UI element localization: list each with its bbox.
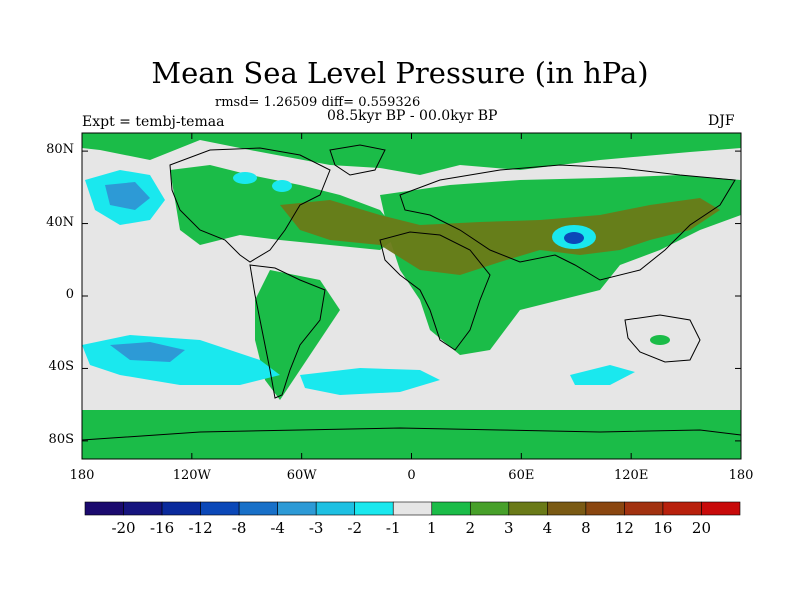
field-negative-npacific-core bbox=[105, 182, 150, 210]
colorbar-label: 2 bbox=[465, 519, 476, 537]
colorbar-box bbox=[585, 501, 625, 516]
lon-label: 120W bbox=[172, 468, 211, 483]
colorbar-box bbox=[431, 501, 471, 516]
coast-eurasia bbox=[399, 164, 736, 281]
lat-label: 80N bbox=[46, 142, 74, 158]
colorbar-label: -4 bbox=[270, 519, 285, 537]
map-field bbox=[82, 133, 741, 459]
colorbar-label: -3 bbox=[308, 519, 324, 537]
lat-label: 40N bbox=[46, 214, 74, 230]
colorbar-label: -12 bbox=[188, 519, 213, 537]
colorbar-box bbox=[277, 501, 317, 516]
colorbar-label: -20 bbox=[111, 519, 136, 537]
coast-africa bbox=[379, 231, 491, 351]
lon-label: 60W bbox=[286, 468, 317, 483]
colorbar-box bbox=[161, 501, 201, 516]
field-positive-south bbox=[82, 405, 741, 459]
colorbar-box bbox=[701, 501, 741, 516]
coast-south-america bbox=[249, 264, 326, 399]
colorbar-label: 8 bbox=[581, 519, 591, 537]
axis-ticks bbox=[81, 133, 742, 459]
colorbar-label: 12 bbox=[614, 519, 634, 537]
coast-australia bbox=[624, 314, 701, 363]
lon-label: 0 bbox=[407, 468, 416, 483]
colorbar-box bbox=[84, 501, 124, 516]
colorbar-box bbox=[547, 501, 587, 516]
lon-label: 180 bbox=[69, 468, 95, 483]
field-neutral-southbelt bbox=[82, 395, 741, 410]
period-text: 08.5kyr BP - 00.0kyr BP bbox=[327, 108, 498, 124]
coast-greenland bbox=[329, 144, 386, 176]
coast-north-america bbox=[169, 147, 331, 263]
colorbar-label: 3 bbox=[504, 519, 514, 537]
lon-label: 180 bbox=[728, 468, 754, 483]
field-positive-dark bbox=[280, 198, 720, 275]
field-negative-spacific-core bbox=[110, 342, 185, 362]
colorbar-label: -1 bbox=[385, 519, 401, 537]
coast-antarctica bbox=[82, 427, 741, 441]
colorbar-box bbox=[315, 501, 356, 516]
colorbar-label: -8 bbox=[231, 519, 247, 537]
colorbar-box bbox=[662, 501, 702, 516]
field-negative-himalaya-core bbox=[564, 232, 584, 244]
colorbar-label: -2 bbox=[347, 519, 363, 537]
colorbar-box bbox=[354, 501, 394, 516]
experiment-label: Expt = tembj-temaa bbox=[82, 114, 225, 130]
field-positive-samerica bbox=[255, 270, 340, 400]
colorbar-label: 4 bbox=[542, 519, 553, 537]
colorbar-label: -16 bbox=[149, 519, 175, 537]
colorbar-box bbox=[123, 501, 163, 516]
colorbar-box bbox=[392, 501, 433, 516]
colorbar-box bbox=[508, 501, 548, 516]
colorbar bbox=[84, 501, 741, 516]
field-negative-indian bbox=[570, 365, 635, 385]
season-label: DJF bbox=[708, 113, 735, 129]
colorbar-box bbox=[238, 501, 278, 516]
colorbar-box bbox=[469, 501, 510, 516]
lon-label: 120E bbox=[614, 468, 649, 483]
field-negative-canada bbox=[233, 172, 257, 184]
lon-label: 60E bbox=[508, 468, 535, 483]
colorbar-label: 20 bbox=[691, 519, 712, 537]
field-positive-north bbox=[82, 133, 741, 175]
lat-label: 80S bbox=[48, 431, 74, 447]
field-negative-satlantic bbox=[300, 368, 440, 395]
coastlines bbox=[82, 144, 741, 441]
colorbar-box bbox=[200, 501, 240, 516]
field-negative-hudson bbox=[272, 180, 292, 192]
lat-label: 40S bbox=[48, 359, 74, 375]
field-positive-australia bbox=[650, 335, 670, 345]
colorbar-label: 1 bbox=[426, 519, 437, 537]
lat-label: 0 bbox=[65, 287, 74, 302]
colorbar-box bbox=[624, 501, 664, 516]
stats-text: rmsd= 1.26509 diff= 0.559326 bbox=[215, 95, 421, 110]
plot-title: Mean Sea Level Pressure (in hPa) bbox=[151, 56, 649, 90]
colorbar-label: 16 bbox=[653, 519, 673, 537]
